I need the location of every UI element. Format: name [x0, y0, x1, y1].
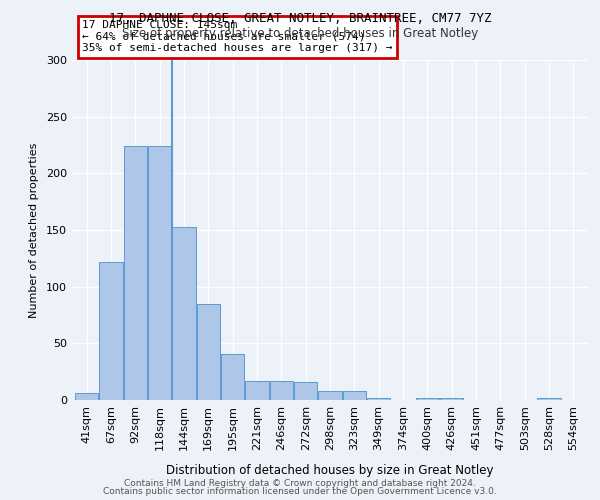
Bar [124, 146, 147, 400]
Bar [343, 391, 366, 400]
Bar [416, 398, 439, 400]
Bar [440, 398, 463, 400]
X-axis label: Distribution of detached houses by size in Great Notley: Distribution of detached houses by size … [166, 464, 494, 477]
Bar [367, 398, 390, 400]
Bar [221, 354, 244, 400]
Text: Size of property relative to detached houses in Great Notley: Size of property relative to detached ho… [122, 28, 478, 40]
Bar [197, 304, 220, 400]
Bar [172, 226, 196, 400]
Text: 17 DAPHNE CLOSE: 145sqm
← 64% of detached houses are smaller (574)
35% of semi-d: 17 DAPHNE CLOSE: 145sqm ← 64% of detache… [82, 20, 393, 53]
Y-axis label: Number of detached properties: Number of detached properties [29, 142, 39, 318]
Text: 17, DAPHNE CLOSE, GREAT NOTLEY, BRAINTREE, CM77 7YZ: 17, DAPHNE CLOSE, GREAT NOTLEY, BRAINTRE… [109, 12, 491, 26]
Bar [270, 380, 293, 400]
Bar [245, 380, 269, 400]
Text: Contains public sector information licensed under the Open Government Licence v3: Contains public sector information licen… [103, 487, 497, 496]
Bar [538, 398, 560, 400]
Bar [148, 146, 171, 400]
Text: Contains HM Land Registry data © Crown copyright and database right 2024.: Contains HM Land Registry data © Crown c… [124, 478, 476, 488]
Bar [319, 391, 341, 400]
Bar [100, 262, 122, 400]
Bar [75, 393, 98, 400]
Bar [294, 382, 317, 400]
